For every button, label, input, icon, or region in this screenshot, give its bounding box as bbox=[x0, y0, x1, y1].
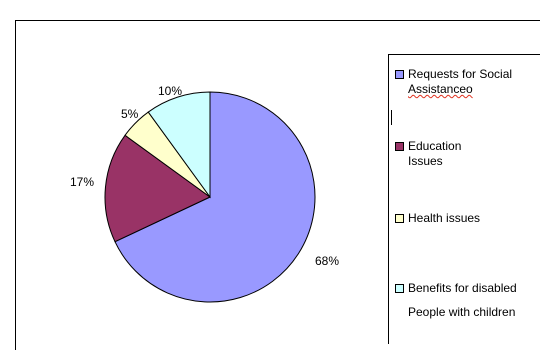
legend-label-education-line1: Education bbox=[408, 139, 462, 153]
legend-swatch-health bbox=[395, 214, 404, 223]
chart-frame bbox=[15, 20, 540, 350]
legend-label-benefits-line2: People with children bbox=[408, 305, 516, 319]
legend-swatch-education bbox=[395, 142, 404, 151]
legend-label-benefits-line1: Benefits for disabled bbox=[408, 281, 517, 295]
legend-label-health: Health issues bbox=[408, 211, 481, 225]
pie-slice-education bbox=[104, 134, 211, 243]
pie-slice-social bbox=[114, 91, 316, 303]
legend-label-social-line1: Requests for Social bbox=[408, 67, 513, 81]
legend-swatch-benefits bbox=[395, 284, 404, 293]
legend: Requests for Social Assistanceo Educatio… bbox=[388, 54, 540, 344]
legend-swatch-social bbox=[395, 70, 404, 79]
text-cursor bbox=[391, 110, 392, 125]
pct-label-education: 17% bbox=[70, 175, 94, 189]
pie-slice-benefits bbox=[147, 91, 211, 199]
pct-label-social: 68% bbox=[315, 254, 339, 268]
pct-label-health: 5% bbox=[121, 107, 139, 121]
legend-label-social-line2: Assistanceo bbox=[408, 82, 473, 96]
legend-label-education-line2: Issues bbox=[408, 154, 443, 168]
pct-label-benefits: 10% bbox=[158, 84, 182, 98]
